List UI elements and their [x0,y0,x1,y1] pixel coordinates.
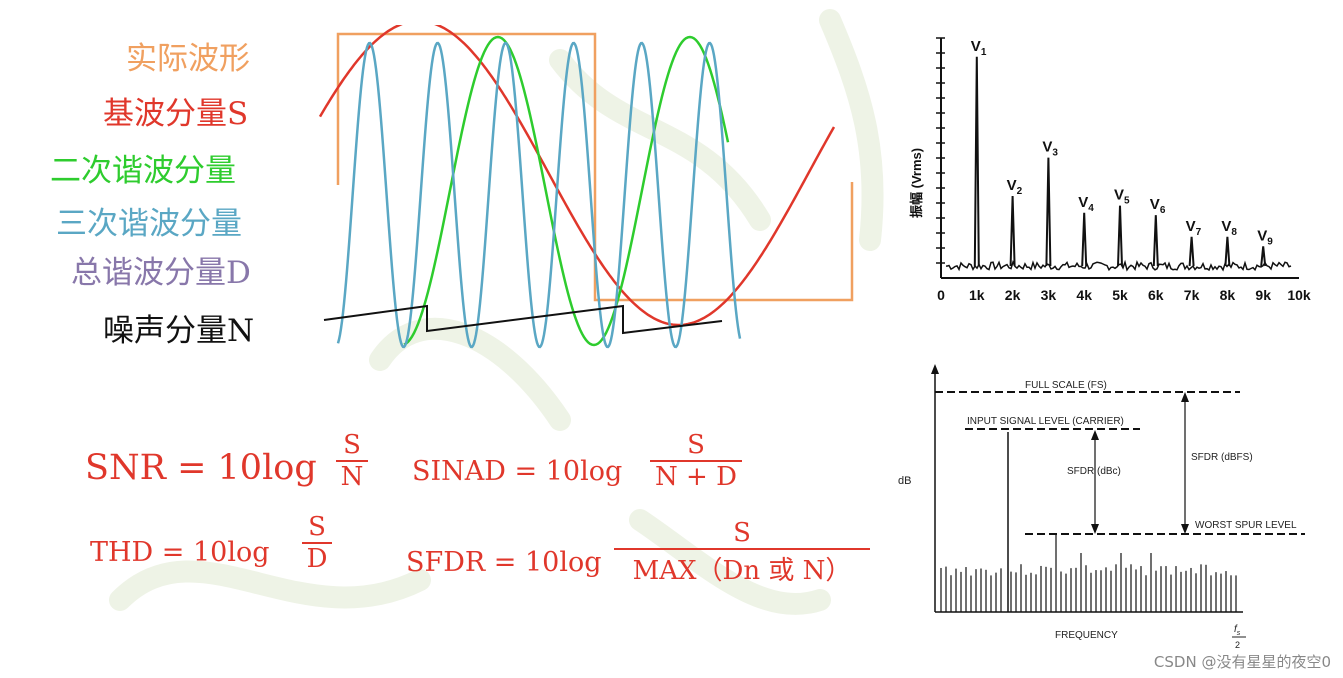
actual-wave-line [336,32,854,302]
sfdr-dbfs-label: SFDR (dBFS) [1191,452,1253,463]
formula-thd: THD = 10log [90,537,270,568]
sfdr-fs-den: 2 [1235,640,1240,650]
sfdr-dbc-label: SFDR (dBc) [1067,466,1121,477]
sfdr-input-level-label: INPUT SIGNAL LEVEL (CARRIER) [967,416,1124,427]
sfdr-y-arrow [931,364,939,374]
spectrum-x-tick-label: 0 [937,287,945,303]
spectrum-peak-label: V5 [1114,187,1130,207]
sfdr-full-scale-label: FULL SCALE (FS) [1025,380,1107,391]
formula-snr: SNR = 10log [85,448,317,488]
spectrum-peak [1152,215,1159,267]
formula-snr-lhs: SNR = 10log [85,448,317,488]
legend-fundamental: 基波分量S [103,96,249,132]
spectrum-x-tick-label: 5k [1112,287,1128,303]
spectrum-x-tick-label: 7k [1184,287,1200,303]
spectrum-x-tick-label: 9k [1255,287,1271,303]
legend-second-harmonic: 二次谐波分量 [50,153,236,189]
formula-sfdr-denominator: MAX（Dn 或 N） [632,556,852,586]
formula-thd-bar [302,542,332,544]
spectrum-x-tick-label: 8k [1220,287,1236,303]
spectrum-x-tick-label: 3k [1041,287,1057,303]
spectrum-peak [1117,205,1123,267]
spectrum-peak [1081,212,1088,267]
formula-snr-denominator: N [340,462,364,492]
formula-sinad-denominator: N + D [655,462,737,492]
formula-sinad-lhs: SINAD = 10log [412,456,623,487]
formula-thd-lhs: THD = 10log [90,537,270,568]
spectrum-x-tick-label: 1k [969,287,985,303]
legend-noise: 噪声分量N [103,313,255,349]
spectrum-peak-label: V6 [1150,196,1166,216]
formula-snr-numerator: S [343,430,361,460]
spectrum-peak-label: V9 [1257,227,1273,247]
formula-sfdr-lhs: SFDR = 10log [406,547,602,578]
legend-total-harmonic: 总谐波分量D [71,255,251,291]
spectrum-peak [973,56,980,267]
formula-thd-fraction: S D [302,512,332,574]
spectrum-peak-label: V7 [1186,218,1202,238]
sfdr-x-axis-label: FREQUENCY [1055,630,1118,641]
formula-sfdr-numerator: S [733,518,751,548]
legend-actual-wave: 实际波形 [126,41,250,77]
formula-sinad-bar [650,460,742,462]
formula-sinad: SINAD = 10log [412,456,622,487]
legend-third-harmonic: 三次谐波分量 [56,206,242,242]
waveform-diagram [318,25,854,349]
spectrum-peak-label: V4 [1078,194,1094,214]
fundamental-wave-line [318,25,836,327]
formula-sfdr: SFDR = 10log [406,547,602,578]
formula-sfdr-fraction: S MAX（Dn 或 N） [614,518,870,587]
spectrum-peak-label: V2 [1007,177,1023,197]
watermark-text: CSDN @没有星星的夜空0 [1153,653,1331,671]
third-harmonic-line [336,41,742,349]
formula-thd-numerator: S [308,512,326,542]
formula-sfdr-bar [614,548,870,550]
spectrum-peak [1260,246,1267,267]
spectrum-peak [1224,236,1231,267]
spectrum-peak-label: V1 [971,38,987,58]
noise-wave-line [323,304,723,335]
sfdr-y-axis-label: dB [898,475,911,487]
formula-snr-fraction: S N [336,430,368,492]
spectrum-x-tick-label: 6k [1148,287,1164,303]
spectrum-x-tick-label: 2k [1005,287,1021,303]
second-harmonic-line [403,35,730,347]
spectrum-x-tick-label: 10k [1287,287,1311,303]
formula-thd-denominator: D [306,544,328,574]
spectrum-peak [1009,195,1016,267]
spectrum-peak [1188,236,1195,267]
sfdr-diagram: FULL SCALE (FS) INPUT SIGNAL LEVEL (CARR… [898,364,1305,650]
spectrum-peak [1045,157,1052,267]
spectrum-chart: 振幅 (Vrms) 0 1k 2k 3k 4k 5k 6k 7k 8k 9k 10k V1 V2 V3 V4 V… [909,37,1311,303]
sfdr-fs-num: fs [1234,624,1241,637]
sfdr-worst-spur-label: WORST SPUR LEVEL [1195,520,1297,531]
spectrum-x-tick-label: 4k [1076,287,1092,303]
formula-snr-bar [336,460,368,462]
spectrum-peak-label: V8 [1221,218,1237,238]
spectrum-peak-label: V3 [1042,139,1058,159]
spectrum-y-axis-label: 振幅 (Vrms) [909,148,924,218]
formula-sinad-numerator: S [687,430,705,460]
formula-sinad-fraction: S N + D [650,430,742,492]
